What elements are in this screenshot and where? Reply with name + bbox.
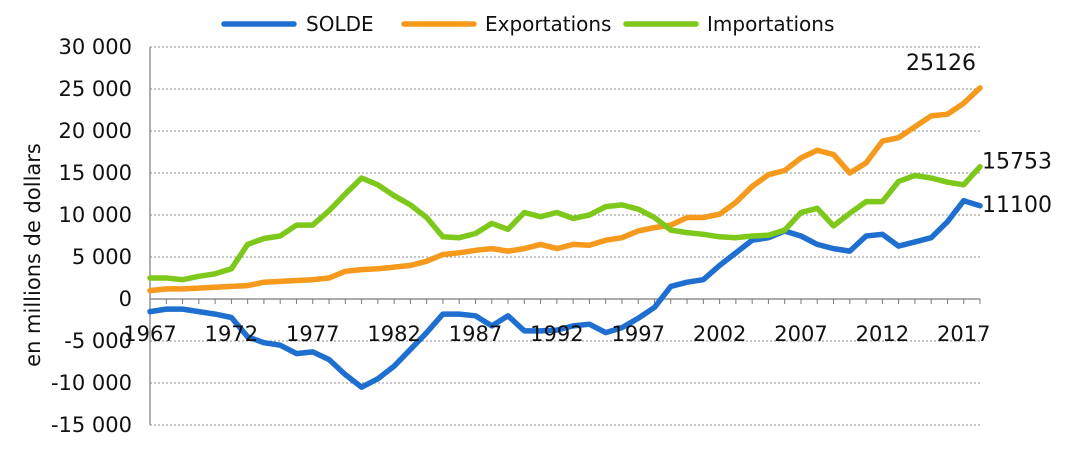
axes: [149, 47, 981, 425]
x-tick-label: 2017: [937, 322, 990, 346]
legend-label-solde: SOLDE: [306, 12, 374, 36]
x-tick-label: 2007: [774, 322, 827, 346]
series-lines: [147, 85, 983, 390]
end-value-label: 15753: [982, 150, 1052, 175]
y-tick-label: 15 000: [59, 161, 132, 185]
y-tick-label: -10 000: [51, 371, 132, 395]
y-tick-label: 20 000: [59, 119, 132, 143]
y-tick-label: 10 000: [59, 203, 132, 227]
y-tick-label: -15 000: [51, 413, 132, 437]
series-line-solde: [147, 197, 983, 390]
y-tick-label: 25 000: [59, 77, 132, 101]
end-value-label: 11100: [982, 193, 1052, 218]
x-tick-label: 2012: [856, 322, 909, 346]
x-tick-label: 1997: [612, 322, 665, 346]
y-tick-label: 0: [119, 287, 132, 311]
end-value-labels: 25126 15753 11100: [906, 51, 1052, 218]
y-tick-label: 5 000: [72, 245, 132, 269]
y-tick-label: -5 000: [64, 329, 132, 353]
series-line-exportations: [147, 85, 983, 294]
x-tick-label: 1977: [286, 322, 339, 346]
legend-label-importations: Importations: [707, 12, 834, 36]
y-tick-label: 30 000: [59, 35, 132, 59]
legend-label-exportations: Exportations: [485, 12, 611, 36]
x-tick-label: 1982: [367, 322, 420, 346]
x-axis-ticks: 1967 1972 1977 1982 1987 1992 1997 2002 2007 2012…: [123, 322, 990, 346]
y-axis-label: en millions de dollars: [21, 143, 45, 367]
x-tick-label: 1967: [123, 322, 176, 346]
x-tick-label: 2002: [693, 322, 746, 346]
x-tick-label: 1972: [205, 322, 258, 346]
x-tick-label: 1992: [530, 322, 583, 346]
y-axis-ticks: -15 000 -10 000 -5 000 0 5 000 10 000 15 000 20…: [51, 35, 132, 437]
series-line-importations: [147, 163, 983, 283]
legend: SOLDE Exportations Importations: [221, 12, 834, 36]
end-value-label: 25126: [906, 51, 976, 76]
x-tick-label: 1987: [449, 322, 502, 346]
